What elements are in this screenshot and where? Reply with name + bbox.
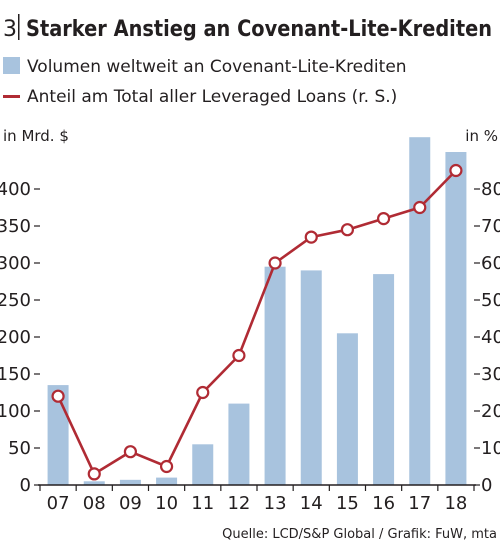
x-tick-label: 11 <box>191 493 214 514</box>
x-tick-label: 15 <box>336 493 359 514</box>
right-tick-label: 0 <box>481 475 492 496</box>
legend-bar-swatch <box>3 57 20 74</box>
x-tick-label: 10 <box>155 493 178 514</box>
left-tick-label: 200 <box>0 327 31 348</box>
line-point-15 <box>340 223 355 237</box>
bar-14 <box>300 270 322 485</box>
left-tick-label: 50 <box>8 438 31 459</box>
right-axis-label: in % <box>465 127 498 145</box>
right-tick-label: 80 <box>481 179 500 200</box>
left-tick-label: 400 <box>0 179 31 200</box>
bar-10 <box>156 477 178 485</box>
bar-series <box>47 137 467 485</box>
chart-title: Starker Anstieg an Covenant-Lite-Kredite… <box>26 17 492 42</box>
x-tick-label: 18 <box>444 493 467 514</box>
left-tick-label: 250 <box>0 290 31 311</box>
x-axis-ticks: 07 08 09 10 11 12 13 14 15 16 17 18 <box>39 485 475 514</box>
right-tick-label: 10 <box>481 438 500 459</box>
title-separator <box>18 14 20 40</box>
bar-08 <box>83 481 105 485</box>
x-tick-label: 08 <box>83 493 106 514</box>
line-point-11 <box>196 385 210 400</box>
left-tick-label: 150 <box>0 364 31 385</box>
right-tick-label: 50 <box>481 290 500 311</box>
right-tick-label: 70 <box>481 216 500 237</box>
legend-line-swatch <box>3 95 20 98</box>
left-tick-label: 0 <box>20 475 31 496</box>
line-point-08 <box>87 467 101 481</box>
bar-12 <box>228 403 250 485</box>
bar-13 <box>264 266 286 485</box>
x-tick-label: 14 <box>300 493 323 514</box>
line-point-17 <box>413 200 427 215</box>
left-tick-label: 100 <box>0 401 31 422</box>
line-point-14 <box>304 230 318 244</box>
left-tick-label: 350 <box>0 216 31 237</box>
bar-17 <box>409 137 431 485</box>
line-point-16 <box>376 212 391 226</box>
x-tick-label: 17 <box>408 493 431 514</box>
chart-number: 3 <box>3 17 17 42</box>
x-tick-label: 16 <box>372 493 395 514</box>
line-point-10 <box>159 459 174 474</box>
right-tick-label: 20 <box>481 401 500 422</box>
left-axis-ticks: 0 50 100 150 200 250 300 350 400 <box>0 179 40 496</box>
line-point-13 <box>268 256 282 270</box>
left-axis-label: in Mrd. $ <box>3 127 69 145</box>
x-tick-label: 12 <box>227 493 250 514</box>
line-point-12 <box>232 348 246 363</box>
line-point-18 <box>449 163 463 178</box>
line-series <box>51 163 463 481</box>
line-point-07 <box>51 389 65 403</box>
legend-bar-label: Volumen weltweit an Covenant-Lite-Kredit… <box>27 57 407 77</box>
left-tick-label: 300 <box>0 253 31 274</box>
line-point-09 <box>123 445 138 459</box>
bar-15 <box>336 333 358 485</box>
right-tick-label: 30 <box>481 364 500 385</box>
right-axis-ticks: 0 10 20 30 40 50 60 70 80 <box>474 179 500 496</box>
right-tick-label: 60 <box>481 253 500 274</box>
source-note: Quelle: LCD/S&P Global / Grafik: FuW, mt… <box>222 527 497 542</box>
right-tick-label: 40 <box>481 327 500 348</box>
legend-line-label: Anteil am Total aller Leveraged Loans (r… <box>27 87 397 107</box>
bar-09 <box>119 479 141 485</box>
bar-11 <box>192 444 214 485</box>
x-tick-label: 07 <box>47 493 70 514</box>
line-path <box>56 169 457 476</box>
bar-16 <box>373 274 395 485</box>
bar-18 <box>445 152 467 485</box>
x-tick-label: 13 <box>264 493 287 514</box>
x-tick-label: 09 <box>119 493 142 514</box>
